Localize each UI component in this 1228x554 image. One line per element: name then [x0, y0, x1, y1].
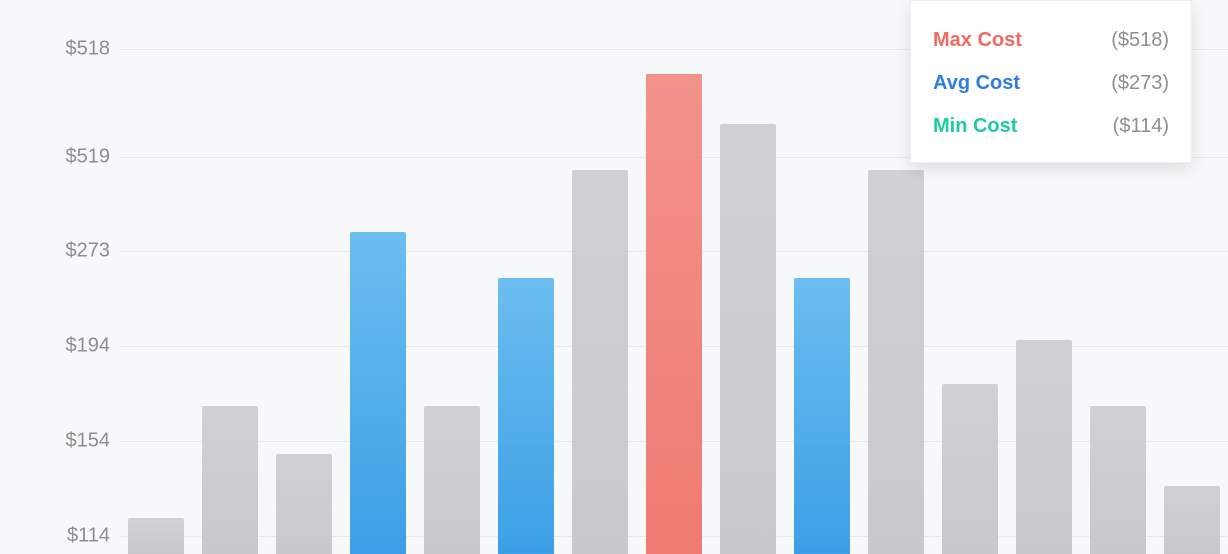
legend-value-min: ($114) [1113, 115, 1169, 138]
legend-value-avg: ($273) [1111, 72, 1169, 95]
legend-value-max: ($518) [1111, 29, 1169, 52]
bar-14 [1164, 486, 1220, 554]
bar-5 [498, 278, 554, 554]
bar-8 [720, 124, 776, 554]
bar-7 [646, 74, 702, 554]
bar-10 [868, 170, 924, 554]
cost-bar-chart: $518 $519 $273 $194 $154 $114 Max Cost ($518)… [0, 0, 1228, 554]
legend-label-min: Min Cost [933, 115, 1017, 138]
y-axis-label: $273 [0, 240, 110, 263]
bar-6 [572, 170, 628, 554]
bar-3 [350, 232, 406, 554]
bar-9 [794, 278, 850, 554]
bar-11 [942, 384, 998, 554]
legend-label-avg: Avg Cost [933, 72, 1020, 95]
y-axis-label: $519 [0, 146, 110, 169]
bar-2 [276, 454, 332, 554]
legend-row-max: Max Cost ($518) [933, 19, 1169, 62]
y-axis-label: $154 [0, 430, 110, 453]
bar-13 [1090, 406, 1146, 554]
legend-row-min: Min Cost ($114) [933, 105, 1169, 148]
bar-4 [424, 406, 480, 554]
cost-legend-card: Max Cost ($518) Avg Cost ($273) Min Cost… [910, 0, 1192, 163]
bar-0 [128, 518, 184, 554]
y-axis-label: $194 [0, 335, 110, 358]
y-axis-label: $518 [0, 38, 110, 61]
legend-label-max: Max Cost [933, 29, 1022, 52]
legend-row-avg: Avg Cost ($273) [933, 62, 1169, 105]
bar-1 [202, 406, 258, 554]
bar-12 [1016, 340, 1072, 554]
y-axis-label: $114 [0, 525, 110, 548]
